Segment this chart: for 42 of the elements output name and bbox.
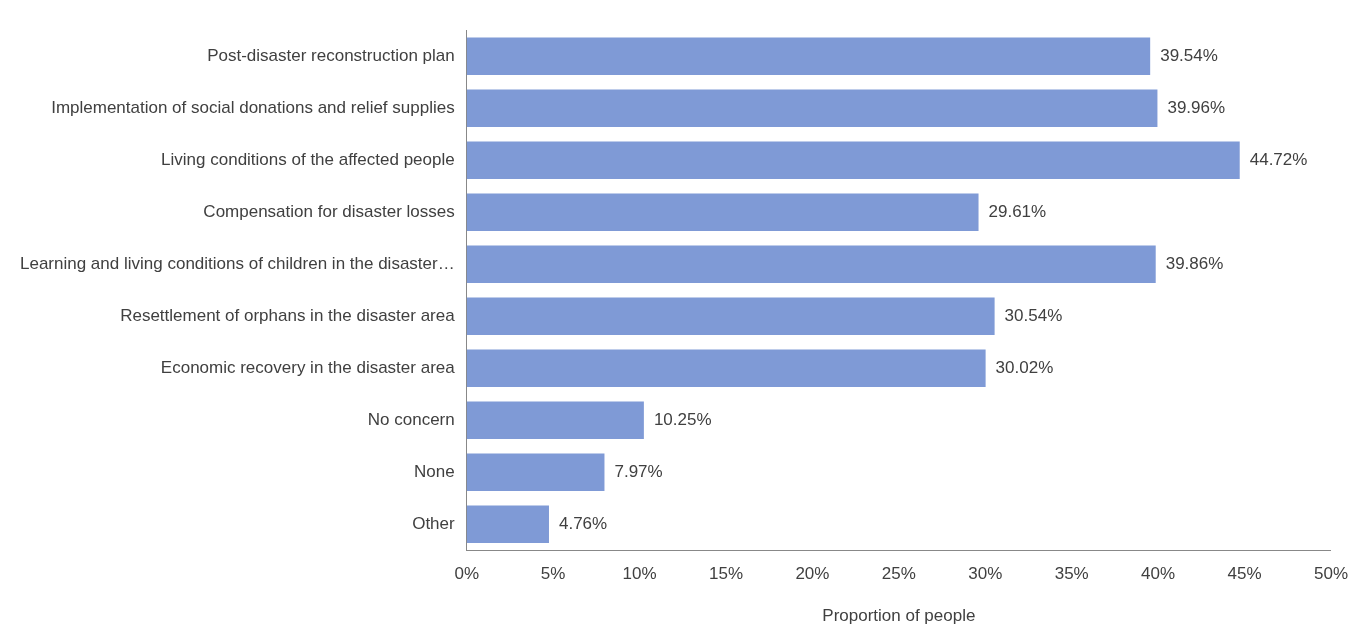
y-tick-label: No concern xyxy=(367,409,455,429)
bar xyxy=(466,401,644,439)
x-tick-label: 20% xyxy=(795,564,830,584)
y-tick-label: Resettlement of orphans in the disaster area xyxy=(120,305,456,325)
x-tick-label: 10% xyxy=(622,564,657,584)
data-label: 4.76% xyxy=(558,513,608,533)
y-tick-label: Post-disaster reconstruction plan xyxy=(207,45,455,65)
y-tick-label: Living conditions of the affected people xyxy=(161,149,455,169)
y-tick-label: Other xyxy=(412,513,456,533)
y-tick-label: Economic recovery in the disaster area xyxy=(160,357,456,377)
bar xyxy=(466,297,995,335)
data-label: 39.96% xyxy=(1167,97,1226,117)
x-axis-title: Proportion of people xyxy=(822,606,976,626)
bar xyxy=(466,349,986,387)
bar xyxy=(466,193,979,231)
x-tick-label: 45% xyxy=(1227,564,1262,584)
y-tick-label: Implementation of social donations and relief supplies xyxy=(51,97,455,117)
y-tick-label: Compensation for disaster losses xyxy=(203,201,455,221)
bar xyxy=(466,141,1240,179)
data-label: 39.86% xyxy=(1165,253,1224,273)
x-tick-label: 5% xyxy=(540,564,566,584)
data-label: 44.72% xyxy=(1249,149,1308,169)
y-tick-label: Learning and living conditions of children in the disaster… xyxy=(19,253,455,273)
data-label: 10.25% xyxy=(653,409,712,429)
bar xyxy=(466,453,605,491)
data-label: 30.54% xyxy=(1004,305,1063,325)
x-tick-label: 40% xyxy=(1141,564,1176,584)
x-tick-label: 30% xyxy=(968,564,1003,584)
x-tick-label: 50% xyxy=(1313,564,1348,584)
data-label: 29.61% xyxy=(988,201,1047,221)
bar xyxy=(466,505,549,543)
y-tick-label: None xyxy=(414,461,455,481)
data-label: 7.97% xyxy=(614,461,663,481)
bar xyxy=(466,89,1158,127)
x-tick-label: 25% xyxy=(881,564,916,584)
x-tick-label: 15% xyxy=(708,564,743,584)
bar xyxy=(466,37,1151,75)
data-label: 30.02% xyxy=(995,357,1054,377)
x-tick-label: 0% xyxy=(454,564,479,584)
bar xyxy=(466,245,1156,283)
x-tick-label: 35% xyxy=(1054,564,1089,584)
data-label: 39.54% xyxy=(1160,45,1218,65)
